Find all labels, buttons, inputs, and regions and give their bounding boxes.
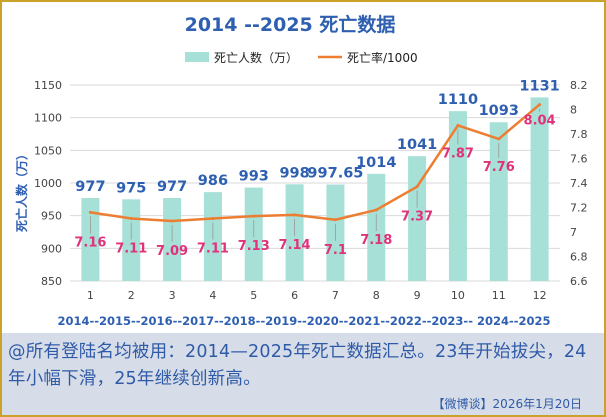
left-tick-label: 1050 <box>34 144 62 157</box>
x-tick-label: 8 <box>373 289 380 302</box>
x-axis-ticks: 1 2 3 4 5 6 7 8 9 10 11 12 <box>87 289 547 302</box>
bar-value-label: 975 <box>116 180 146 196</box>
x-tick-label: 4 <box>209 289 216 302</box>
line-data-labels: 7.16 7.11 7.09 7.11 7.13 7.14 7.1 7.18 7.37 7.87 7… <box>74 108 556 259</box>
left-tick-label: 1000 <box>34 177 62 190</box>
left-tick-label: 1150 <box>34 79 62 92</box>
line-value-label: 7.87 <box>442 146 474 161</box>
left-tick-label: 950 <box>41 210 62 223</box>
x-year-labels: 2014--2015--2016--2017--2018--2019--2020… <box>57 314 550 328</box>
right-tick-label: 6.6 <box>570 275 588 288</box>
line-point <box>374 208 378 212</box>
line-value-label: 7.76 <box>483 160 515 175</box>
line-series <box>88 103 542 223</box>
y-axis-label: 死亡人数（万） <box>14 148 29 232</box>
line-point <box>129 217 133 221</box>
bar-value-label: 1131 <box>519 78 559 94</box>
bar-value-label: 1110 <box>438 92 478 108</box>
line-value-label: 7.14 <box>279 238 311 253</box>
line-point <box>252 214 256 218</box>
caption-text: @所有登陆名均被用：2014—2025年死亡数据汇总。23年开始拔尖，24年小幅… <box>8 342 587 389</box>
left-tick-label: 850 <box>41 275 62 288</box>
line-value-label: 7.18 <box>360 233 392 248</box>
chart-title: 2014 --2025 死亡数据 <box>185 13 396 36</box>
x-tick-label: 11 <box>492 289 506 302</box>
right-tick-label: 7.4 <box>570 177 588 190</box>
line-point <box>211 217 215 221</box>
x-tick-label: 9 <box>414 289 421 302</box>
x-tick-label: 5 <box>250 289 257 302</box>
line-value-label: 7.1 <box>324 243 347 258</box>
bar <box>408 156 427 281</box>
caption-box: @所有登陆名均被用：2014—2025年死亡数据汇总。23年开始拔尖，24年小幅… <box>2 333 604 415</box>
x-tick-label: 10 <box>451 289 465 302</box>
legend: 死亡人数（万） 死亡率/1000 <box>185 50 418 65</box>
line-point <box>497 137 501 141</box>
gridlines <box>70 84 560 282</box>
line-value-label: 7.09 <box>156 244 188 259</box>
right-tick-label: 7.8 <box>570 128 588 141</box>
line-point <box>538 103 542 107</box>
right-axis-ticks: 6.6 6.8 7 7.2 7.4 7.6 7.8 8 8.2 <box>570 79 588 288</box>
bar <box>448 111 467 281</box>
line-value-label: 7.16 <box>74 235 106 250</box>
bar-value-label: 1041 <box>397 137 437 153</box>
right-tick-label: 8.2 <box>570 79 588 92</box>
left-tick-label: 900 <box>41 242 62 255</box>
bar-value-label: 998 <box>279 165 309 181</box>
caption-signature: 【微博谈】2026年1月20日 <box>432 397 582 411</box>
bar-value-label: 997.65 <box>307 166 363 182</box>
right-tick-label: 8 <box>570 104 577 117</box>
line-point <box>456 123 460 127</box>
bar-value-label: 977 <box>157 179 187 195</box>
right-tick-label: 7.6 <box>570 153 588 166</box>
bar-value-label: 1093 <box>479 103 519 119</box>
bar-value-label: 986 <box>198 173 228 189</box>
line-point <box>170 219 174 223</box>
bar <box>81 198 100 281</box>
bar-value-label: 1014 <box>356 155 396 171</box>
legend-bar-label: 死亡人数（万） <box>214 50 298 65</box>
left-tick-label: 1100 <box>34 112 62 125</box>
line-value-label: 8.04 <box>524 114 556 129</box>
series-line <box>90 103 541 223</box>
line-point <box>88 210 92 214</box>
line-point <box>333 218 337 222</box>
x-tick-label: 7 <box>332 289 339 302</box>
x-tick-label: 6 <box>291 289 298 302</box>
line-point <box>293 213 297 217</box>
right-tick-label: 7 <box>570 226 577 239</box>
right-tick-label: 6.8 <box>570 251 588 264</box>
bar-value-label: 993 <box>239 169 269 185</box>
bar-series <box>81 97 549 282</box>
x-tick-label: 2 <box>128 289 135 302</box>
right-tick-label: 7.2 <box>570 202 588 215</box>
x-tick-label: 3 <box>169 289 176 302</box>
line-value-label: 7.37 <box>401 210 433 225</box>
legend-bar-swatch <box>185 52 209 62</box>
line-value-label: 7.13 <box>238 239 270 254</box>
x-tick-label: 12 <box>533 289 547 302</box>
line-value-label: 7.11 <box>115 242 147 257</box>
x-tick-label: 1 <box>87 289 94 302</box>
legend-line-label: 死亡率/1000 <box>347 50 418 65</box>
bar <box>530 97 549 281</box>
bar-value-label: 977 <box>75 179 105 195</box>
bar <box>489 122 508 282</box>
line-point <box>415 185 419 189</box>
line-value-label: 7.11 <box>197 242 229 257</box>
bar <box>122 199 141 281</box>
left-axis-ticks: 850 900 950 1000 1050 1100 1150 <box>34 79 62 288</box>
